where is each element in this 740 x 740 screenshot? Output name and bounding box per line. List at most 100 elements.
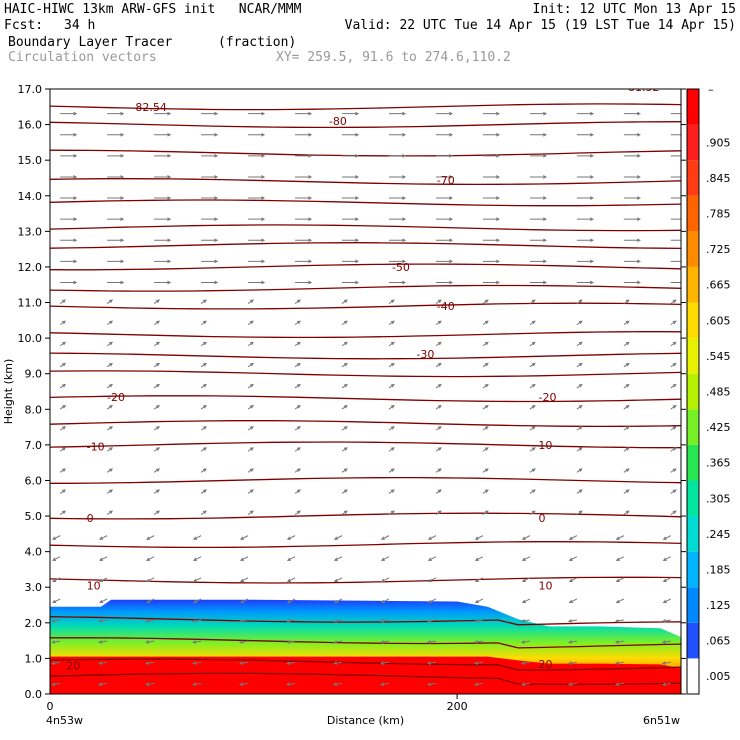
wind-vector — [474, 535, 484, 540]
wind-vector — [427, 577, 437, 582]
wind-vector — [529, 320, 536, 326]
wind-vector — [520, 640, 530, 644]
wind-vector — [295, 175, 313, 179]
colorbar-label: .425 — [706, 421, 731, 434]
wind-vector — [529, 280, 548, 285]
wind-vector — [661, 619, 671, 623]
wind-vector — [51, 640, 61, 644]
wind-vector — [342, 217, 360, 221]
y-tick-label: 13.0 — [18, 225, 43, 238]
wind-vector — [59, 362, 67, 368]
y-tick-label: 12.0 — [18, 261, 43, 274]
wind-vector — [51, 661, 61, 665]
wind-vector — [482, 154, 501, 158]
wind-vector — [614, 682, 624, 686]
wind-vector — [106, 299, 114, 304]
wind-vector — [106, 489, 114, 494]
contour-label: -50 — [392, 261, 410, 274]
wind-vector — [286, 619, 296, 623]
y-tick-label: 2.0 — [25, 617, 43, 630]
wind-vector — [670, 197, 681, 199]
wind-vector — [107, 196, 125, 200]
wind-vector — [98, 619, 108, 623]
contour-label: 10 — [87, 579, 101, 592]
wind-vector — [52, 535, 61, 540]
wind-vector — [153, 510, 160, 515]
wind-vector — [341, 510, 348, 515]
wind-vector — [615, 598, 625, 604]
wind-vector — [576, 238, 594, 243]
wind-vector — [153, 383, 160, 389]
contour-label: -10 — [534, 439, 552, 452]
y-tick-label: 1.0 — [25, 652, 43, 665]
wind-vector — [482, 217, 501, 221]
wind-vector — [248, 175, 266, 179]
wind-vector — [388, 259, 407, 264]
colorbar-label: .065 — [706, 635, 731, 648]
forecast-label: Fcst: — [4, 18, 44, 33]
circulation-vectors — [51, 111, 681, 686]
wind-vector — [153, 341, 160, 347]
wind-vector — [388, 175, 407, 179]
wind-vector — [201, 175, 219, 179]
wind-vector — [154, 280, 172, 285]
isotherm-line — [50, 672, 681, 686]
wind-vector — [59, 510, 67, 515]
colorbar-label: .365 — [706, 457, 731, 470]
wind-vector — [520, 661, 530, 665]
wind-vector — [192, 640, 202, 644]
colorbar-label: .545 — [706, 350, 731, 363]
wind-vector — [435, 132, 454, 137]
wind-vector — [670, 362, 677, 368]
wind-vector — [154, 196, 172, 200]
wind-vector — [295, 111, 313, 116]
wind-vector — [670, 341, 677, 347]
wind-vector — [662, 556, 672, 561]
y-tick-label: 7.0 — [25, 439, 43, 452]
wind-vector — [670, 218, 681, 220]
model-title: HAIC-HIWC 13km ARW-GFS init NCAR/MMM — [4, 2, 302, 17]
wind-vector — [435, 362, 442, 368]
wind-vector — [662, 577, 672, 582]
wind-vector — [153, 320, 160, 326]
wind-vector — [106, 405, 114, 410]
wind-vector — [248, 238, 266, 243]
wind-vector — [295, 238, 313, 243]
wind-vector — [623, 405, 630, 410]
wind-vector — [623, 238, 641, 243]
wind-vector — [482, 259, 501, 264]
colorbar-swatch — [687, 444, 699, 481]
wind-vector — [59, 489, 67, 494]
wind-vector — [623, 132, 641, 137]
wind-vector — [333, 682, 343, 686]
wind-vector — [388, 320, 395, 326]
colorbar-swatch — [687, 338, 699, 374]
contour-label: -30 — [416, 348, 434, 361]
wind-vector — [474, 598, 484, 604]
wind-vector — [576, 510, 583, 515]
wind-vector — [474, 577, 484, 582]
wind-vector — [107, 280, 125, 285]
x-tick-label-start: 0 — [47, 700, 54, 713]
wind-vector — [482, 362, 489, 368]
contour-labels: -82.54 -80 -70 -50 -40 -30 -20 -20 -10 -10 0 0 10 10 2… — [66, 89, 659, 673]
wind-vector — [623, 510, 630, 515]
wind-vector — [661, 661, 671, 665]
isotherm-line — [50, 658, 681, 671]
wind-vector — [576, 383, 583, 389]
wind-vector — [388, 132, 407, 137]
isotherm-line — [50, 149, 681, 157]
wind-vector — [576, 447, 583, 452]
wind-vector — [154, 259, 172, 264]
wind-vector — [623, 196, 641, 200]
init-time: Init: 12 UTC Mon 13 Apr 15 — [532, 2, 737, 17]
wind-vector — [623, 426, 630, 431]
wind-vector — [623, 299, 630, 304]
wind-vector — [388, 510, 395, 515]
wind-vector — [529, 489, 536, 494]
wind-vector — [239, 640, 249, 644]
wind-vector — [59, 299, 67, 304]
wind-vector — [576, 320, 583, 326]
contour-label: -20 — [539, 391, 557, 404]
wind-vector — [662, 598, 672, 604]
